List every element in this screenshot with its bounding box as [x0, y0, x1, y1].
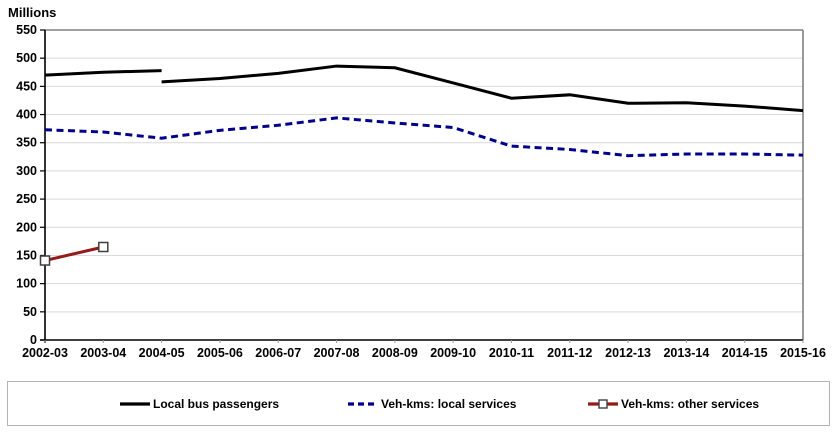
x-tick-label: 2012-13	[605, 346, 651, 360]
legend: Local bus passengers Veh-kms: local serv…	[7, 381, 830, 426]
y-tick-label: 500	[16, 51, 37, 65]
legend-label: Local bus passengers	[153, 396, 280, 411]
legend-line-sample-red-square-marker-icon	[588, 398, 618, 410]
x-tick-label: 2008-09	[372, 346, 418, 360]
y-tick-label: 400	[16, 108, 37, 122]
x-tick-label: 2006-07	[255, 346, 301, 360]
x-tick-label: 2013-14	[663, 346, 709, 360]
series-line-1	[44, 116, 804, 158]
x-tick-label: 2005-06	[197, 346, 243, 360]
series-marker-2	[39, 255, 51, 266]
x-tick-label: 2014-15	[722, 346, 768, 360]
legend-item-local-bus-passengers: Local bus passengers	[120, 397, 279, 411]
legend-label: Veh-kms: local services	[381, 396, 517, 411]
y-tick-label: 100	[16, 277, 37, 291]
legend-line-sample-solid-black-icon	[120, 398, 150, 410]
x-tick-label: 2003-04	[80, 346, 126, 360]
legend-line-sample-dashed-blue-icon	[348, 398, 378, 410]
y-tick-label: 300	[16, 164, 37, 178]
series-marker-2	[98, 241, 109, 253]
x-tick-label: 2007-08	[314, 346, 360, 360]
x-tick-label: 2002-03	[22, 346, 68, 360]
y-tick-label: 0	[30, 333, 37, 347]
legend-item-veh-kms-other-services: Veh-kms: other services	[588, 397, 759, 411]
series-line-0	[161, 64, 804, 113]
x-tick-label: 2009-10	[430, 346, 476, 360]
y-tick-label: 450	[16, 79, 37, 93]
y-tick-label: 250	[16, 192, 37, 206]
y-tick-label: 350	[16, 136, 37, 150]
series-line-2	[44, 245, 104, 262]
x-tick-label: 2011-12	[547, 346, 592, 360]
x-tick-label: 2015-16	[780, 346, 826, 360]
x-tick-label: 2010-11	[489, 346, 534, 360]
y-tick-label: 550	[16, 23, 37, 37]
y-tick-label: 50	[23, 305, 37, 319]
y-axis-units-label: Millions	[8, 5, 57, 20]
plot-area: 0 50 100 150 200 250 300 350 400 450 500 550 2002-03…	[16, 23, 826, 360]
y-tick-label: 150	[16, 248, 37, 262]
x-tick-label: 2004-05	[139, 346, 185, 360]
y-tick-label: 200	[16, 220, 37, 234]
legend-item-veh-kms-local-services: Veh-kms: local services	[348, 397, 516, 411]
legend-label: Veh-kms: other services	[621, 396, 760, 411]
series-line-0	[44, 69, 162, 77]
